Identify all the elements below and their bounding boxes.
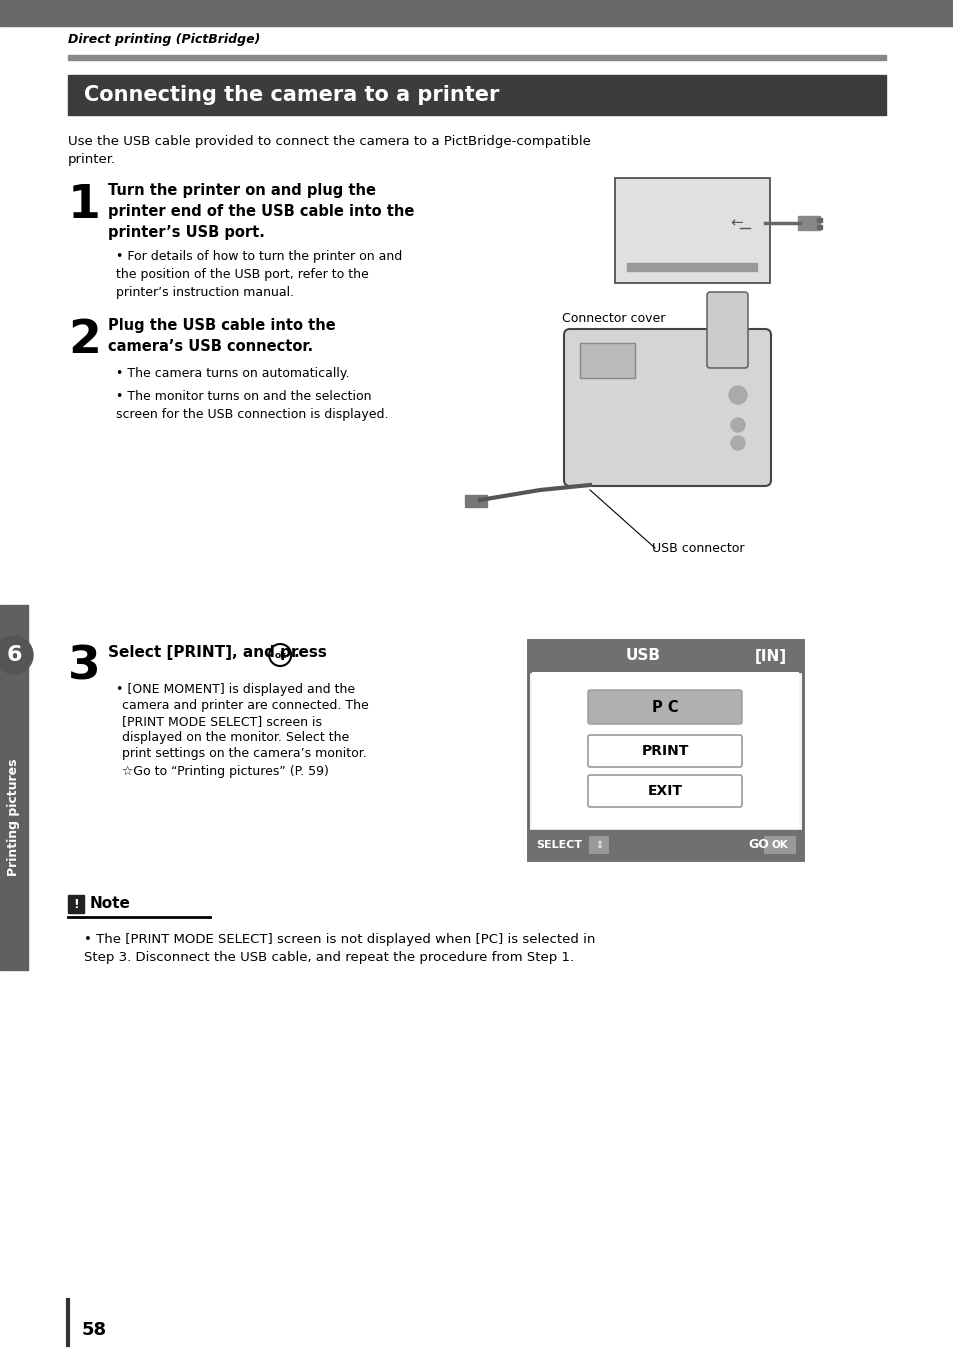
Text: USB: USB xyxy=(625,649,660,664)
Bar xyxy=(626,263,757,271)
Text: Plug the USB cable into the
camera’s USB connector.: Plug the USB cable into the camera’s USB… xyxy=(108,318,335,354)
Text: • The [PRINT MODE SELECT] screen is not displayed when [PC] is selected in
Step : • The [PRINT MODE SELECT] screen is not … xyxy=(84,934,595,963)
Text: Connecting the camera to a printer: Connecting the camera to a printer xyxy=(84,85,498,104)
Bar xyxy=(527,641,802,860)
Text: GO: GO xyxy=(747,839,768,851)
Bar xyxy=(0,0,953,26)
Text: Turn the printer on and plug the
printer end of the USB cable into the
printer’s: Turn the printer on and plug the printer… xyxy=(108,183,414,240)
Text: OK: OK xyxy=(771,840,787,849)
FancyBboxPatch shape xyxy=(587,775,741,807)
Text: Connector cover: Connector cover xyxy=(561,312,664,324)
FancyBboxPatch shape xyxy=(563,328,770,486)
Bar xyxy=(0,605,28,970)
Bar xyxy=(464,495,486,508)
Text: PRINT: PRINT xyxy=(641,744,688,759)
Circle shape xyxy=(730,436,744,451)
Text: [IN]: [IN] xyxy=(754,649,786,664)
Text: [PRINT MODE SELECT] screen is: [PRINT MODE SELECT] screen is xyxy=(122,715,322,727)
Bar xyxy=(527,830,802,860)
Text: Select [PRINT], and press: Select [PRINT], and press xyxy=(108,645,332,660)
FancyBboxPatch shape xyxy=(587,735,741,767)
Circle shape xyxy=(730,418,744,432)
Text: Direct printing (PictBridge): Direct printing (PictBridge) xyxy=(68,34,260,46)
Text: 58: 58 xyxy=(82,1320,107,1339)
Text: • The monitor turns on and the selection
screen for the USB connection is displa: • The monitor turns on and the selection… xyxy=(116,389,388,421)
Text: EXIT: EXIT xyxy=(647,784,682,798)
Text: • For details of how to turn the printer on and
the position of the USB port, re: • For details of how to turn the printer… xyxy=(116,250,402,299)
FancyBboxPatch shape xyxy=(763,836,795,854)
Text: camera and printer are connected. The: camera and printer are connected. The xyxy=(122,699,369,712)
Bar xyxy=(68,896,84,913)
Text: 2: 2 xyxy=(68,318,101,364)
Text: SELECT: SELECT xyxy=(536,840,581,849)
Text: 6: 6 xyxy=(7,645,22,665)
Bar xyxy=(68,56,885,60)
Text: ⇕: ⇕ xyxy=(595,840,602,849)
FancyBboxPatch shape xyxy=(588,836,608,854)
Text: 3: 3 xyxy=(68,645,101,689)
Text: P C: P C xyxy=(652,699,679,715)
Text: ok: ok xyxy=(274,650,286,660)
Text: print settings on the camera’s monitor.: print settings on the camera’s monitor. xyxy=(122,746,366,760)
Text: • The camera turns on automatically.: • The camera turns on automatically. xyxy=(116,366,349,380)
Bar xyxy=(532,672,799,830)
Text: ☆Go to “Printing pictures” (P. 59): ☆Go to “Printing pictures” (P. 59) xyxy=(122,765,329,778)
FancyBboxPatch shape xyxy=(587,689,741,725)
Text: Note: Note xyxy=(90,897,131,912)
Text: displayed on the monitor. Select the: displayed on the monitor. Select the xyxy=(122,731,349,744)
Bar xyxy=(816,218,821,223)
Text: USB connector: USB connector xyxy=(651,541,743,555)
Bar xyxy=(527,641,802,672)
Circle shape xyxy=(0,636,33,674)
Bar xyxy=(816,225,821,229)
Bar xyxy=(797,216,820,229)
Text: !: ! xyxy=(73,897,79,911)
Text: .: . xyxy=(293,645,298,660)
Bar xyxy=(68,75,885,115)
Text: Use the USB cable provided to connect the camera to a PictBridge-compatible
prin: Use the USB cable provided to connect th… xyxy=(68,134,590,166)
Text: ←: ← xyxy=(729,216,742,231)
Text: 1: 1 xyxy=(68,183,101,228)
FancyBboxPatch shape xyxy=(615,178,769,284)
Text: Printing pictures: Printing pictures xyxy=(8,759,20,875)
FancyBboxPatch shape xyxy=(706,292,747,368)
Bar xyxy=(579,343,635,379)
Circle shape xyxy=(728,385,746,404)
Text: • [ONE MOMENT] is displayed and the: • [ONE MOMENT] is displayed and the xyxy=(116,683,355,696)
